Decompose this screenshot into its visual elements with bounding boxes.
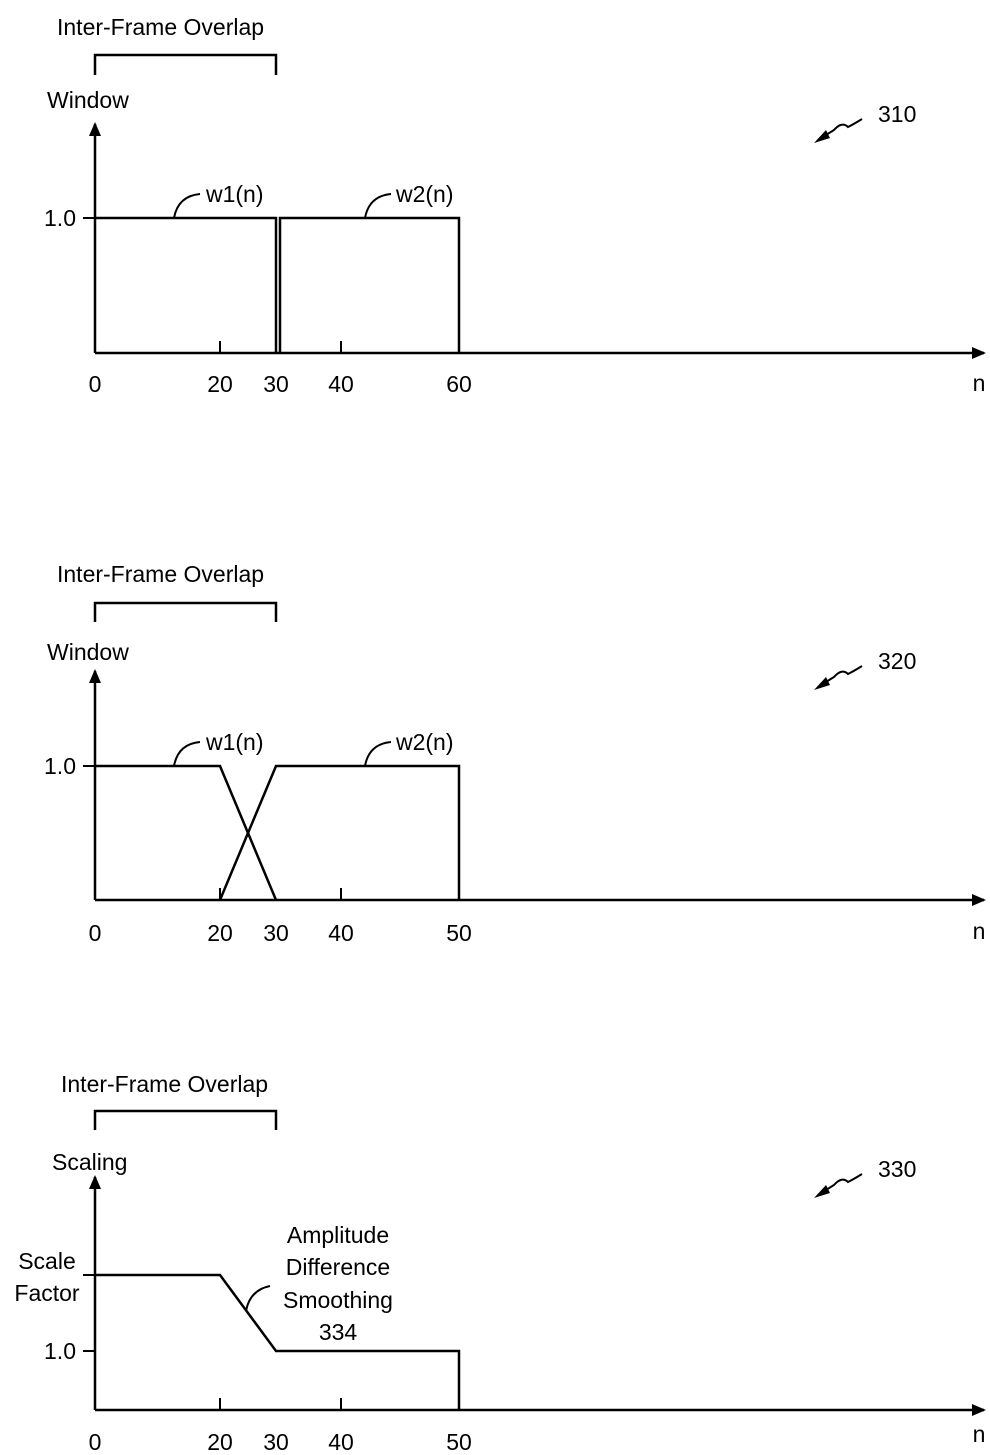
x-tick-label: 40 xyxy=(328,920,354,946)
y-tick-label: 1.0 xyxy=(44,205,76,231)
panel-310: Inter-Frame Overlap Window 1.0 0 20 30 4… xyxy=(44,14,985,397)
curve-label-w1: w1(n) xyxy=(205,729,264,755)
panel-320: Inter-Frame Overlap Window 1.0 0 20 30 4… xyxy=(44,561,985,946)
ref-label: 320 xyxy=(878,648,916,674)
x-tick-label: 30 xyxy=(263,920,289,946)
x-axis-label: n xyxy=(973,918,986,944)
y-axis-label: Window xyxy=(47,639,129,665)
x-tick-label: 20 xyxy=(207,1429,233,1455)
x-tick-label: 40 xyxy=(328,371,354,397)
overlap-bracket xyxy=(95,603,276,622)
ref-label: 310 xyxy=(878,101,916,127)
x-tick-label: 30 xyxy=(263,1429,289,1455)
annotation-line: Amplitude xyxy=(287,1222,389,1248)
leader-w1 xyxy=(174,742,200,766)
ref-arrowhead xyxy=(814,130,830,143)
leader-w2 xyxy=(365,742,391,766)
x-tick-label: 0 xyxy=(89,371,102,397)
leader-w1 xyxy=(174,194,200,218)
x-tick-label: 0 xyxy=(89,920,102,946)
y-axis-label: Window xyxy=(47,87,129,113)
leader-w2 xyxy=(365,194,391,218)
overlap-label: Inter-Frame Overlap xyxy=(57,14,264,40)
x-tick-label: 60 xyxy=(446,371,472,397)
y-tick-label: 1.0 xyxy=(44,1338,76,1364)
x-tick-label: 0 xyxy=(89,1429,102,1455)
overlap-bracket xyxy=(95,1111,276,1130)
y-tick-label: 1.0 xyxy=(44,753,76,779)
curve-w1 xyxy=(95,218,276,353)
x-axis-label: n xyxy=(973,370,986,396)
x-tick-label: 40 xyxy=(328,1429,354,1455)
annotation-leader xyxy=(246,1286,270,1311)
curve-w2 xyxy=(280,218,459,353)
y-axis-label: Scaling xyxy=(52,1149,127,1175)
curve-label-w2: w2(n) xyxy=(395,729,454,755)
annotation-line: 334 xyxy=(319,1319,358,1345)
x-tick-label: 50 xyxy=(446,920,472,946)
y-tick-label-line2: Factor xyxy=(14,1280,80,1306)
panel-330: Inter-Frame Overlap Scaling Scale Factor… xyxy=(14,1071,985,1455)
y-tick-label-line1: Scale xyxy=(18,1248,76,1274)
x-axis-label: n xyxy=(973,1421,986,1447)
annotation-line: Difference xyxy=(286,1254,390,1280)
overlap-label: Inter-Frame Overlap xyxy=(61,1071,268,1097)
ref-label: 330 xyxy=(878,1156,916,1182)
x-tick-label: 20 xyxy=(207,371,233,397)
x-tick-label: 30 xyxy=(263,371,289,397)
curve-label-w1: w1(n) xyxy=(205,181,264,207)
curve-label-w2: w2(n) xyxy=(395,181,454,207)
annotation-line: Smoothing xyxy=(283,1287,393,1313)
overlap-label: Inter-Frame Overlap xyxy=(57,561,264,587)
curve-scaling xyxy=(95,1275,459,1410)
overlap-bracket xyxy=(95,55,276,75)
ref-arrowhead xyxy=(814,1185,830,1198)
curve-w2 xyxy=(220,766,459,900)
ref-arrowhead xyxy=(814,677,830,690)
x-tick-label: 50 xyxy=(446,1429,472,1455)
x-tick-label: 20 xyxy=(207,920,233,946)
